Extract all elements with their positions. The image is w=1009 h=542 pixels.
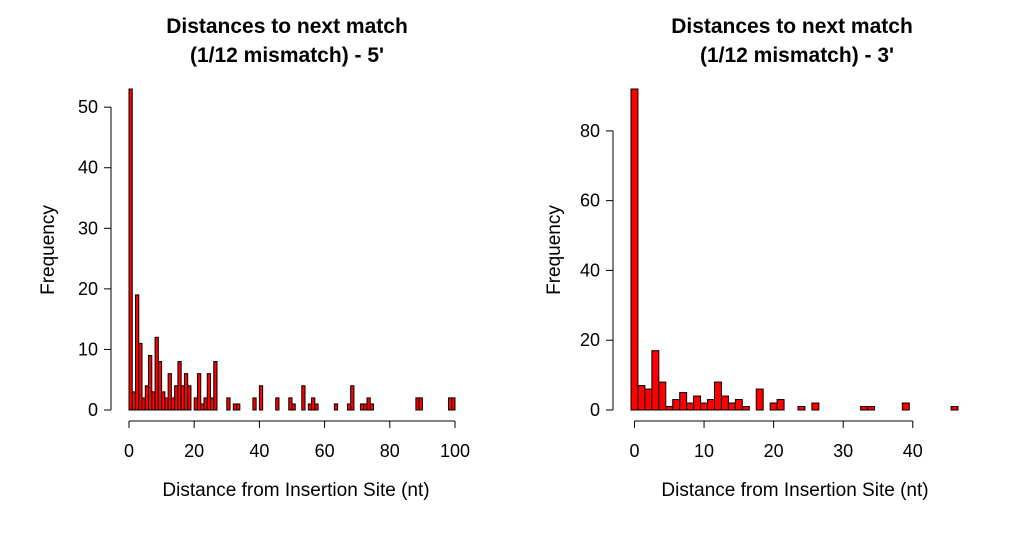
bar: [720, 395, 729, 411]
y-tick-label: 40: [580, 260, 600, 280]
bar: [658, 381, 667, 411]
x-tick-label: 30: [833, 441, 853, 461]
bar: [291, 403, 296, 411]
bar: [950, 406, 959, 411]
x-tick-label: 20: [764, 441, 784, 461]
bar: [252, 397, 257, 411]
bar: [275, 397, 280, 411]
x-tick-label: 80: [380, 441, 400, 461]
bar: [734, 399, 743, 411]
y-axis-label: Frequency: [544, 205, 565, 295]
x-tick-label: 40: [903, 441, 923, 461]
bar: [226, 397, 231, 411]
x-axis: 0 10 20 30 40: [629, 420, 923, 461]
bar: [148, 354, 153, 411]
bar: [797, 406, 806, 411]
y-tick-label: 60: [580, 191, 600, 211]
bar: [665, 406, 674, 411]
bar: [776, 399, 785, 411]
bar: [713, 381, 722, 411]
bar: [301, 385, 306, 411]
bar: [350, 385, 355, 411]
x-tick-label: 40: [249, 441, 269, 461]
bar: [333, 403, 339, 411]
bar: [693, 395, 702, 411]
bar: [769, 402, 778, 411]
bar: [727, 402, 736, 411]
y-tick-label: 0: [590, 400, 600, 420]
y-tick-label: 40: [78, 158, 98, 178]
bar: [672, 399, 681, 411]
bar: [451, 397, 456, 411]
bar: [206, 373, 212, 411]
histogram-panel-3prime: Distances to next match (1/12 mismatch) …: [544, 15, 959, 501]
bar: [157, 361, 163, 411]
x-axis-label: Distance from Insertion Site (nt): [162, 480, 429, 501]
bar: [213, 361, 218, 411]
y-axis: 0 20 40 60 80: [580, 121, 614, 420]
x-tick-label: 0: [629, 441, 639, 461]
y-axis-label: Frequency: [38, 205, 59, 295]
bar: [651, 350, 660, 411]
x-tick-label: 0: [124, 441, 134, 461]
x-axis-label: Distance from Insertion Site (nt): [661, 480, 928, 501]
x-tick-label: 60: [315, 441, 335, 461]
bar: [679, 392, 688, 411]
x-tick-label: 100: [440, 441, 470, 461]
bar: [741, 406, 750, 411]
y-tick-label: 30: [78, 218, 98, 238]
chart-title-line-2: (1/12 mismatch) - 5': [190, 44, 384, 67]
bar: [167, 373, 172, 411]
bar: [630, 88, 639, 411]
y-tick-label: 20: [78, 279, 98, 299]
y-tick-label: 80: [580, 121, 600, 141]
bar: [860, 406, 869, 411]
bar: [867, 406, 876, 411]
chart-title-line-1: Distances to next match: [671, 15, 913, 38]
bar: [187, 385, 192, 411]
x-axis: 0 20 40 60 80 100: [124, 420, 470, 461]
bar: [755, 388, 764, 411]
chart-title-line-1: Distances to next match: [166, 15, 408, 38]
bars: [630, 88, 959, 411]
y-axis: 0 10 20 30 40 50: [78, 97, 112, 420]
bar: [686, 402, 695, 411]
bar: [418, 397, 423, 411]
bar: [700, 402, 709, 411]
y-tick-label: 20: [580, 330, 600, 350]
bar: [707, 399, 715, 411]
bar: [196, 373, 202, 411]
bar: [138, 342, 143, 411]
bar: [128, 88, 133, 411]
bar: [369, 403, 374, 411]
bar: [236, 403, 241, 411]
y-tick-label: 10: [78, 339, 98, 359]
bar: [811, 402, 820, 411]
bar: [314, 403, 319, 411]
bar: [637, 385, 646, 411]
bar: [644, 388, 653, 411]
histogram-panel-5prime: Distances to next match (1/12 mismatch) …: [38, 15, 470, 501]
x-tick-label: 10: [694, 441, 714, 461]
chart-title-line-2: (1/12 mismatch) - 3': [700, 44, 894, 67]
y-tick-label: 0: [88, 400, 98, 420]
bars: [128, 88, 456, 411]
bar: [901, 402, 910, 411]
y-tick-label: 50: [78, 97, 98, 117]
bar: [258, 385, 264, 411]
x-tick-label: 20: [184, 441, 204, 461]
